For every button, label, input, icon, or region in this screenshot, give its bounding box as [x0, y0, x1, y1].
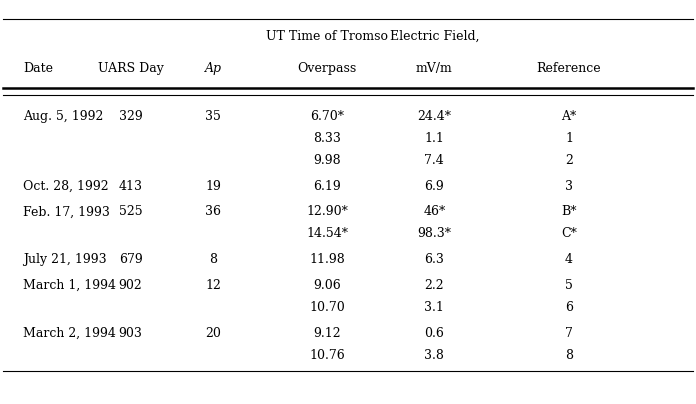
Text: 2.2: 2.2 [425, 279, 444, 292]
Text: 679: 679 [118, 253, 143, 266]
Text: 8: 8 [209, 253, 217, 266]
Text: C*: C* [561, 227, 577, 240]
Text: UARS Day: UARS Day [97, 62, 164, 75]
Text: Reference: Reference [537, 62, 601, 75]
Text: 6: 6 [565, 301, 573, 314]
Text: 0.6: 0.6 [425, 327, 444, 340]
Text: Ap: Ap [205, 62, 222, 75]
Text: Overpass: Overpass [298, 62, 357, 75]
Text: 36: 36 [205, 206, 221, 219]
Text: 1: 1 [565, 132, 573, 145]
Text: 903: 903 [118, 327, 143, 340]
Text: 98.3*: 98.3* [418, 227, 451, 240]
Text: B*: B* [561, 206, 577, 219]
Text: March 2, 1994: March 2, 1994 [24, 327, 116, 340]
Text: 1.1: 1.1 [425, 132, 444, 145]
Text: A*: A* [561, 110, 576, 123]
Text: July 21, 1993: July 21, 1993 [24, 253, 107, 266]
Text: 9.12: 9.12 [313, 327, 341, 340]
Text: 20: 20 [205, 327, 221, 340]
Text: 12.90*: 12.90* [306, 206, 348, 219]
Text: Feb. 17, 1993: Feb. 17, 1993 [24, 206, 111, 219]
Text: 8: 8 [565, 349, 573, 362]
Text: 6.9: 6.9 [425, 179, 444, 193]
Text: 525: 525 [119, 206, 142, 219]
Text: 19: 19 [205, 179, 221, 193]
Text: 3.8: 3.8 [425, 349, 444, 362]
Text: 4: 4 [565, 253, 573, 266]
Text: March 1, 1994: March 1, 1994 [24, 279, 116, 292]
Text: 10.70: 10.70 [310, 301, 345, 314]
Text: 7.4: 7.4 [425, 154, 444, 167]
Text: 11.98: 11.98 [310, 253, 345, 266]
Text: 413: 413 [118, 179, 143, 193]
Text: 902: 902 [118, 279, 143, 292]
Text: 35: 35 [205, 110, 221, 123]
Text: 24.4*: 24.4* [418, 110, 451, 123]
Text: Date: Date [24, 62, 54, 75]
Text: 329: 329 [118, 110, 143, 123]
Text: 12: 12 [205, 279, 221, 292]
Text: Oct. 28, 1992: Oct. 28, 1992 [24, 179, 109, 193]
Text: 46*: 46* [423, 206, 445, 219]
Text: 6.70*: 6.70* [310, 110, 345, 123]
Text: 5: 5 [565, 279, 573, 292]
Text: 2: 2 [565, 154, 573, 167]
Text: 9.98: 9.98 [313, 154, 341, 167]
Text: 8.33: 8.33 [313, 132, 341, 145]
Text: 7: 7 [565, 327, 573, 340]
Text: Aug. 5, 1992: Aug. 5, 1992 [24, 110, 104, 123]
Text: 14.54*: 14.54* [306, 227, 348, 240]
Text: Electric Field,: Electric Field, [390, 30, 479, 43]
Text: 3.1: 3.1 [425, 301, 444, 314]
Text: mV/m: mV/m [416, 62, 452, 75]
Text: 6.3: 6.3 [425, 253, 444, 266]
Text: UT Time of Tromso: UT Time of Tromso [267, 30, 388, 43]
Text: 10.76: 10.76 [310, 349, 345, 362]
Text: 6.19: 6.19 [313, 179, 341, 193]
Text: 9.06: 9.06 [313, 279, 341, 292]
Text: 3: 3 [565, 179, 573, 193]
